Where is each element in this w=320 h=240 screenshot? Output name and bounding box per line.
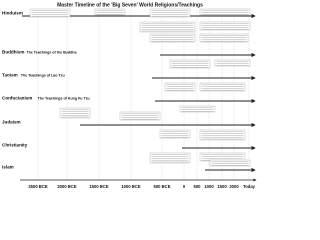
box	[199, 33, 249, 43]
annotation-box	[139, 21, 196, 33]
annotation-box	[159, 129, 191, 139]
box	[199, 82, 246, 92]
row-label: Taoism	[2, 73, 18, 78]
axis-label: Today	[243, 184, 256, 189]
box	[159, 129, 191, 139]
axis-label: 2000 BCE	[57, 184, 77, 189]
box	[139, 21, 196, 33]
box	[199, 129, 246, 141]
row-subtitle: The Teachings of Kung Fu Tzu	[38, 96, 90, 100]
annotation-box	[199, 82, 246, 92]
box	[94, 8, 126, 16]
annotation-box	[199, 33, 249, 43]
annotation-box	[199, 21, 251, 31]
row-label: Hinduism	[2, 11, 23, 16]
box	[169, 59, 211, 69]
annotation-box	[149, 152, 191, 164]
box	[149, 152, 191, 164]
axis-label: 2500 BCE	[28, 184, 48, 189]
box	[209, 159, 251, 167]
axis-label: 0	[183, 184, 186, 189]
box	[59, 107, 91, 119]
box	[164, 82, 196, 92]
annotation-box	[199, 152, 246, 162]
box	[199, 8, 251, 16]
box	[29, 8, 71, 18]
row-label: Islam	[2, 165, 14, 170]
annotation-box	[94, 8, 126, 16]
row-label: Judaism	[2, 120, 21, 125]
annotation-box	[29, 8, 71, 18]
annotation-box	[209, 159, 251, 167]
box	[199, 152, 246, 162]
row-label: Christianity	[2, 143, 28, 148]
row-label: Buddhism	[2, 50, 24, 55]
box	[149, 33, 196, 43]
axis-label: 500	[194, 184, 202, 189]
annotation-box	[199, 129, 246, 141]
annotation-box	[119, 111, 161, 121]
box	[214, 59, 251, 67]
annotation-box	[214, 59, 251, 67]
annotation-box	[179, 105, 216, 113]
annotation-box	[149, 8, 191, 18]
box	[119, 111, 161, 121]
box	[199, 21, 251, 31]
row-label: Confucianism	[2, 96, 32, 101]
axis-label: 1500	[217, 184, 227, 189]
axis-label: 1000 BCE	[121, 184, 141, 189]
axis-label: 1000	[204, 184, 214, 189]
box	[149, 8, 191, 18]
box	[179, 105, 216, 113]
timeline: 2500 BCE 2000 BCE 1500 BCE 1000 BCE 500 BCE 0…	[2, 8, 257, 189]
row-subtitle: The Teachings of Lao Tzu	[21, 73, 65, 77]
axis-label: 500 BCE	[154, 184, 171, 189]
annotation-box	[164, 82, 196, 92]
title: Master Timeline of the 'Big Seven' World…	[57, 2, 203, 8]
annotation-box	[59, 107, 91, 119]
annotation-box	[169, 59, 211, 69]
axis-label: 1500 BCE	[89, 184, 109, 189]
row-subtitle: The Teachings of the Buddha	[26, 50, 77, 54]
annotation-box	[199, 8, 251, 16]
timeline-page: Master Timeline of the 'Big Seven' World…	[2, 2, 257, 189]
annotation-box	[149, 33, 196, 43]
axis-label: 2000	[229, 184, 239, 189]
